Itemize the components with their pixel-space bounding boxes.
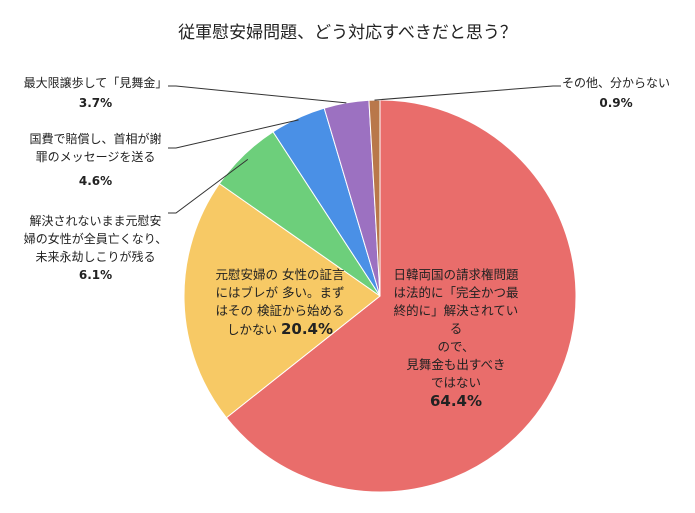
pie-slice-0 (225, 99, 577, 493)
label-line: その他、分からない (561, 76, 670, 90)
chart-title: 従軍慰安婦問題、どう対応すべきだと思う？ (178, 23, 517, 43)
slice-label-5: その他、分からない 0.9% (556, 74, 676, 112)
slice-label-0: 日韓両国の請求権問題 は法的に「完全かつ最 終的に」解決されている ので、 見舞… (392, 266, 520, 410)
slice-label-1: 元慰安婦の 女性の証言 にはブレが 多い。まず はその 検証から始める しかない… (190, 266, 370, 339)
value-label-5: 0.9% (599, 96, 633, 110)
label-line: 罪のメッセージを送る (35, 150, 156, 164)
leader-line-4 (168, 85, 347, 104)
label-line: 未来永劫しこりが残る (35, 250, 156, 264)
label-line: は法的に「完全かつ最 (393, 285, 519, 300)
label-line: ので、 (437, 339, 475, 354)
leader-line-3 (168, 119, 299, 149)
label-line: 解決されないまま元慰安 (29, 214, 162, 228)
label-line: しかない (226, 322, 277, 337)
value-label-3: 4.6% (78, 174, 113, 188)
leader-line-2 (168, 158, 249, 214)
label-line: 終的に」解決されている (393, 303, 519, 336)
label-line: 見舞金も出すべき (406, 357, 506, 372)
label-line: にはブレが 多い。まず (215, 285, 345, 300)
slice-label-3: 国費で賠償し、首相が謝 罪のメッセージを送る 4.6% (18, 130, 173, 190)
label-line: 国費で賠償し、首相が謝 (29, 132, 162, 146)
label-line: 婦の女性が全員亡くなり、 (23, 232, 168, 246)
label-line: 日韓両国の請求権問題 (393, 267, 519, 282)
slice-label-4: 最大限譲歩して「見舞金」 3.7% (18, 74, 173, 112)
value-label-4: 3.7% (78, 96, 113, 110)
label-line: ではない (430, 375, 481, 390)
leader-line-5 (374, 85, 561, 101)
value-label-2: 6.1% (78, 268, 113, 282)
label-line: 元慰安婦の 女性の証言 (215, 267, 345, 282)
value-label-0: 64.4% (429, 392, 483, 410)
label-line: 最大限譲歩して「見舞金」 (23, 76, 168, 90)
value-label-1: 20.4% (280, 320, 334, 338)
label-line: はその 検証から始める (215, 303, 345, 318)
slice-label-2: 解決されないまま元慰安 婦の女性が全員亡くなり、 未来永劫しこりが残る 6.1% (18, 212, 173, 284)
pie-slice-1 (183, 182, 381, 419)
